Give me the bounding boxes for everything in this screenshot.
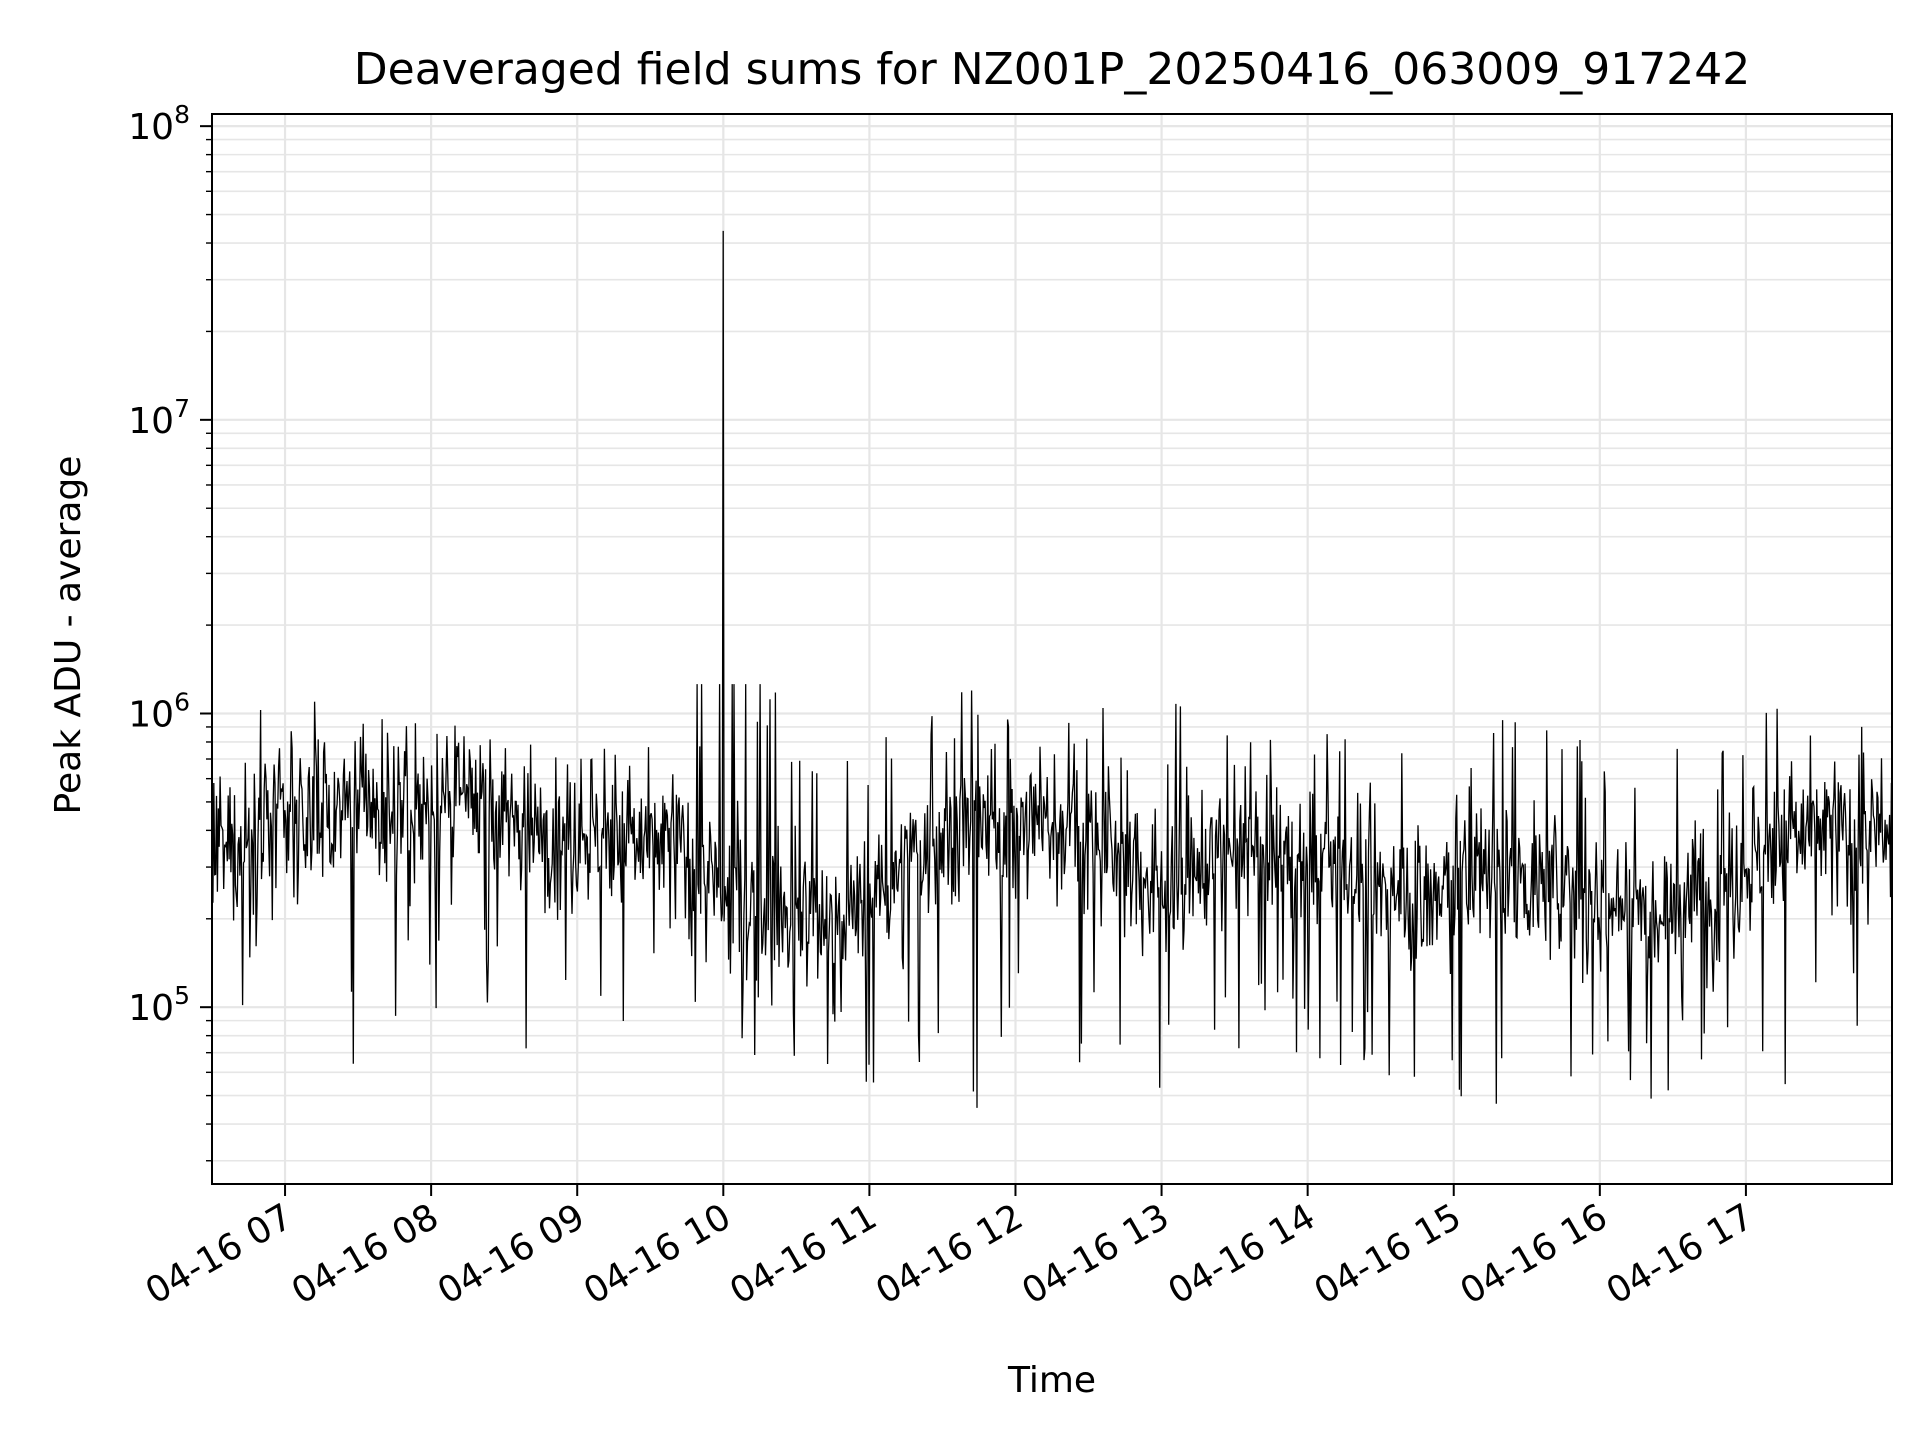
x-axis-label: Time [1007, 1360, 1096, 1401]
y-tick-label: 107 [128, 394, 190, 442]
series-line [211, 230, 1893, 1108]
data-layer [211, 230, 1893, 1108]
y-tick-label: 108 [128, 100, 190, 148]
y-tick-label: 105 [128, 981, 190, 1029]
chart-title: Deaveraged field sums for NZ001P_2025041… [354, 44, 1750, 95]
y-axis-label: Peak ADU - average [48, 456, 89, 815]
grid-layer [212, 114, 1892, 1184]
plot-frame [211, 113, 1893, 1185]
y-tick-label: 106 [128, 688, 190, 736]
